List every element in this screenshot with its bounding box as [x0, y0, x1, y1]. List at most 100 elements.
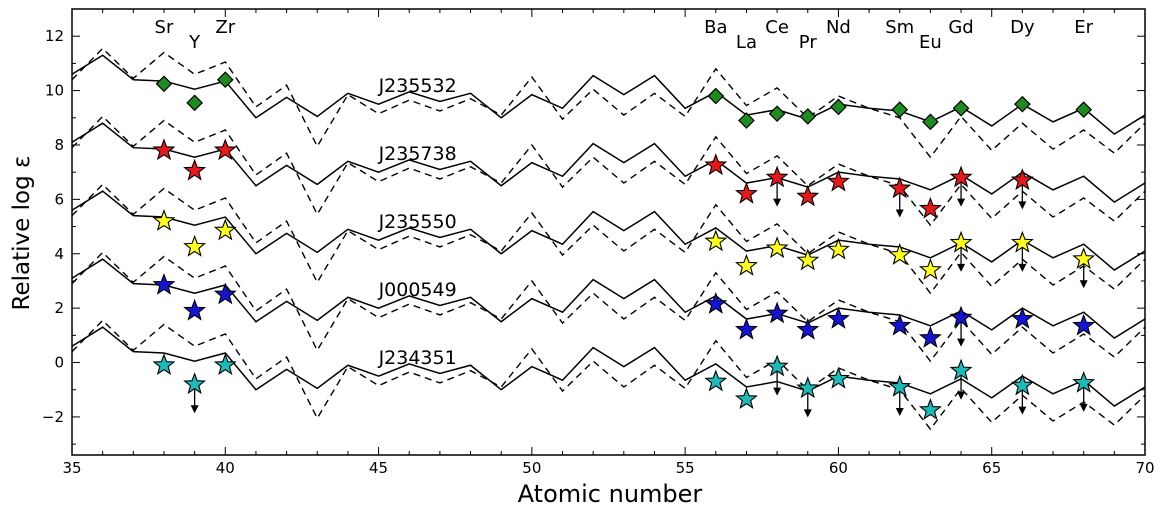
solid-curve-J235738 [72, 122, 1145, 204]
solid-curve-J000549 [72, 258, 1145, 339]
element-label-Dy: Dy [1010, 17, 1035, 38]
star-point [826, 366, 850, 389]
series-labels: J235532 J235738 J235550 J000549 J234351 [378, 75, 457, 369]
element-label-Ce: Ce [765, 17, 789, 38]
star-point [213, 282, 237, 305]
upper-limit-arrowhead [957, 338, 966, 347]
star-point [152, 209, 176, 231]
upper-limit-arrowhead [1018, 263, 1027, 272]
upper-limit-arrowhead [190, 405, 199, 414]
element-label-Ba: Ba [704, 17, 727, 38]
series-label: J235550 [378, 211, 457, 233]
star-point [183, 234, 207, 257]
series-label: J235738 [378, 143, 457, 165]
x-tick-label: 65 [982, 459, 1001, 477]
y-tick-label: 8 [54, 136, 64, 154]
y-tick-label: 6 [54, 190, 64, 208]
upper-limit-arrowhead [895, 408, 904, 417]
star-point [704, 153, 728, 176]
diamond-point [922, 113, 939, 131]
y-tick-label: 0 [54, 354, 64, 372]
star-point [918, 257, 942, 280]
upper-limit-arrowhead [957, 263, 966, 272]
star-point [949, 230, 973, 253]
star-point [1010, 230, 1034, 253]
diamond-point [830, 98, 847, 116]
star-point [734, 387, 758, 410]
upper-limit-arrowhead [1018, 406, 1027, 415]
upper-limit-arrowhead [773, 198, 782, 207]
star-point [888, 374, 912, 397]
diamond-point [155, 75, 173, 93]
x-tick-label: 70 [1135, 459, 1154, 477]
element-label-Gd: Gd [948, 17, 973, 38]
diamond-point [707, 87, 725, 105]
element-label-Pr: Pr [799, 32, 818, 53]
y-tick-label: 2 [54, 299, 64, 317]
element-label-La: La [736, 32, 757, 53]
diamond-point [1075, 101, 1093, 118]
x-tick-label: 50 [522, 459, 541, 477]
upper-limit-arrowhead [803, 409, 812, 418]
solid-curve-J234351 [72, 326, 1145, 407]
y-tick-label: 12 [45, 27, 64, 45]
star-point [734, 317, 758, 340]
star-point [1072, 247, 1096, 269]
star-point [1072, 370, 1096, 393]
upper-limit-arrowhead [957, 391, 966, 400]
plot-frame [71, 8, 1146, 456]
upper-limit-arrowhead [957, 198, 966, 207]
star-point [152, 138, 176, 161]
star-point [888, 176, 912, 199]
y-tick-label: −2 [42, 408, 64, 426]
star-point [949, 358, 973, 381]
star-point [213, 218, 237, 241]
diamond-point [738, 112, 755, 129]
star-point [918, 196, 942, 219]
star-point [796, 248, 820, 271]
star-point [734, 181, 758, 204]
star-point [949, 165, 973, 188]
y-tick-label: 10 [45, 82, 64, 100]
y-axis-label: Relative log ε [9, 156, 35, 311]
star-point [796, 317, 820, 340]
star-point [888, 313, 912, 336]
star-point [826, 306, 850, 329]
star-point [888, 243, 912, 265]
element-label-Zr: Zr [215, 17, 235, 38]
upper-limit-arrowhead [895, 209, 904, 218]
star-point [765, 354, 789, 377]
star-point [918, 325, 942, 348]
star-point [183, 372, 207, 395]
star-point [796, 376, 820, 399]
star-point [213, 353, 237, 376]
model-curves [72, 47, 1145, 431]
star-point [183, 158, 207, 181]
star-point [213, 138, 237, 161]
series-label: J235532 [378, 75, 457, 97]
star-point [949, 305, 973, 328]
diamond-point [952, 99, 970, 117]
x-tick-label: 35 [62, 459, 81, 477]
dashed-curve-J235532 [72, 47, 1145, 159]
element-label-Sr: Sr [155, 17, 174, 38]
diamond-point [186, 94, 203, 112]
star-point [826, 237, 850, 260]
star-point [765, 301, 789, 324]
star-point [765, 236, 789, 259]
star-point [1010, 373, 1034, 396]
diamond-point [768, 105, 786, 123]
star-point [152, 353, 176, 376]
star-point [734, 253, 758, 276]
x-tick-label: 55 [676, 459, 695, 477]
star-point [918, 398, 942, 420]
diamond-point [216, 71, 234, 89]
x-tick-label: 45 [369, 459, 388, 477]
star-point [1072, 313, 1096, 336]
star-point [704, 229, 728, 252]
solid-curve-J235550 [72, 190, 1145, 271]
series-label: J000549 [378, 279, 457, 301]
element-label-Er: Er [1074, 17, 1093, 38]
